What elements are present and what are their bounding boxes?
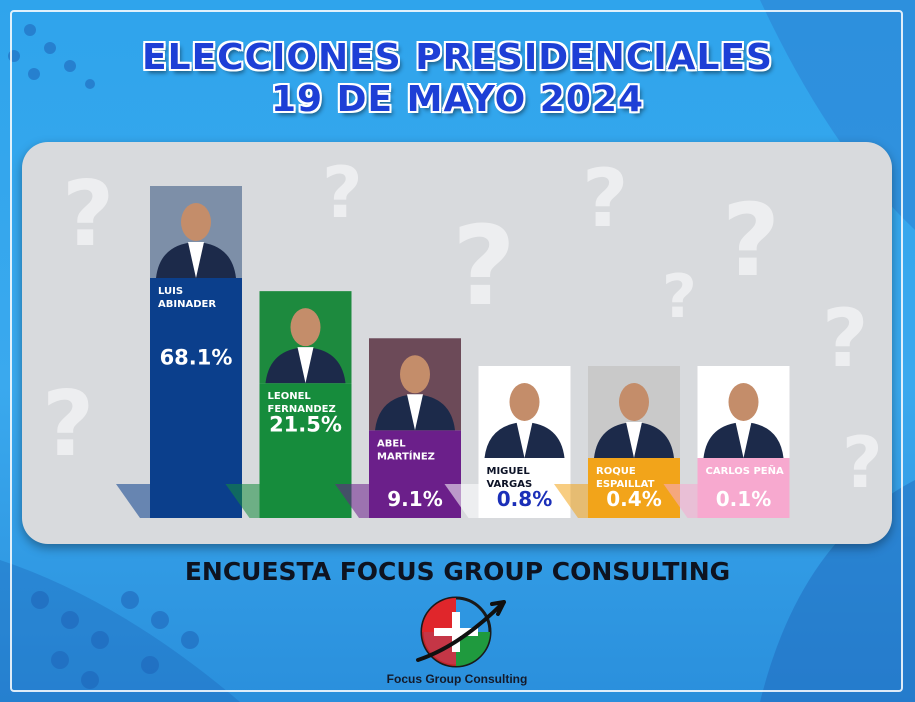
candidate-name: CARLOS PEÑA: [706, 464, 785, 477]
question-mark-icon: ?: [842, 422, 883, 504]
candidate-name: LUIS: [158, 286, 183, 297]
candidate-shirt: [735, 422, 752, 458]
value-label: 0.1%: [716, 487, 771, 511]
candidate-shirt: [626, 422, 642, 458]
bar-shadow: [335, 484, 369, 518]
candidate-name: ABEL: [377, 438, 406, 449]
bar: [369, 430, 461, 518]
question-mark-icon: ?: [722, 182, 781, 299]
survey-label: ENCUESTA FOCUS GROUP CONSULTING: [184, 557, 731, 586]
candidate-name: MARTÍNEZ: [377, 449, 435, 462]
focus-group-consulting-logo: [416, 596, 506, 668]
candidate-face: [728, 383, 759, 421]
value-label: 9.1%: [387, 487, 442, 511]
value-label: 0.4%: [606, 487, 661, 511]
question-mark-icon: ?: [62, 162, 115, 267]
candidate-name: ABINADER: [158, 299, 216, 310]
value-label: 0.8%: [497, 487, 552, 511]
outer-frame: [10, 10, 903, 692]
bar: [259, 383, 352, 518]
candidate-name: MIGUEL: [487, 466, 531, 477]
candidate-shirt: [188, 242, 204, 278]
bar: [478, 458, 571, 518]
candidate-shirt: [516, 422, 533, 458]
question-mark-icon: ?: [582, 152, 629, 245]
logo-caption: Focus Group Consulting: [386, 672, 528, 686]
bar-shadow: [554, 484, 588, 518]
value-label: 21.5%: [269, 413, 342, 437]
question-mark-icon: ?: [42, 372, 95, 477]
candidate-face: [181, 203, 211, 241]
candidate-name: LEONEL: [268, 391, 312, 402]
candidate-name: VARGAS: [487, 479, 533, 490]
candidate-shirt: [297, 347, 314, 384]
value-label: 68.1%: [160, 345, 233, 369]
bar-shadow: [663, 484, 698, 518]
candidate-face: [619, 383, 649, 421]
candidate-name: FERNANDEZ: [268, 404, 336, 415]
bar-shadow: [116, 484, 150, 518]
bar-shadow: [444, 484, 479, 518]
bar-shadow: [225, 484, 260, 518]
bar: [150, 278, 242, 518]
bar: [588, 458, 680, 518]
candidate-name: ROQUE: [596, 466, 636, 477]
candidate-face: [290, 308, 321, 347]
question-mark-icon: ?: [452, 202, 516, 330]
candidate-shirt: [407, 394, 423, 431]
page-title: ELECCIONES PRESIDENCIALES: [142, 37, 773, 78]
question-mark-icon: ?: [662, 262, 697, 332]
candidate-face: [400, 355, 430, 394]
question-mark-icon: ?: [822, 292, 869, 385]
candidate-face: [509, 383, 540, 421]
question-mark-icon: ?: [322, 152, 363, 234]
bar: [697, 458, 790, 518]
page-subtitle-date: 19 DE MAYO 2024: [271, 79, 644, 120]
candidate-name: ESPAILLAT: [596, 479, 655, 490]
